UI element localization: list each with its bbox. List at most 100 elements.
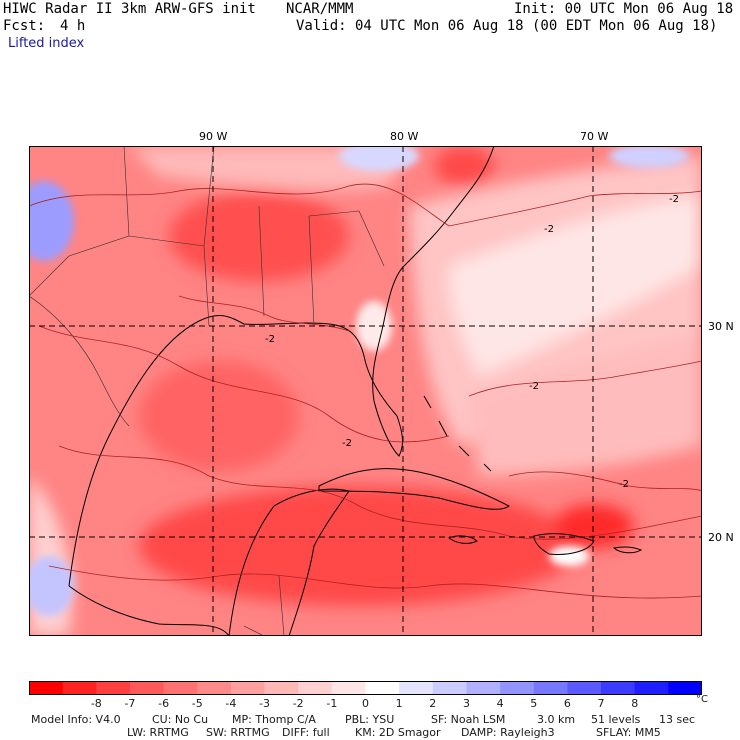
contour-label: -2 [529, 381, 539, 392]
colorbar-tick-label: -8 [90, 697, 102, 710]
colorbar-tick-label: -2 [292, 697, 304, 710]
contour-5 [468, 360, 702, 397]
contour-4 [448, 190, 702, 227]
map-frame [29, 146, 702, 636]
colorbar-tick-label: -4 [225, 697, 237, 710]
info-km: KM: 2D Smagor [355, 726, 441, 739]
colorbar-swatch [29, 681, 64, 695]
colorbar-swatch [533, 681, 568, 695]
colorbar-tick-label: -5 [191, 697, 203, 710]
border-central-america [243, 575, 285, 636]
coastline-jamaica [447, 535, 478, 544]
lat-label-20n: 20 N [708, 531, 734, 544]
colorbar-swatch [500, 681, 535, 695]
colorbar-tick-label: -6 [158, 697, 170, 710]
info-mp: MP: Thomp C/A [232, 713, 316, 726]
border-mexico-us [29, 295, 130, 427]
info-diff: DIFF: full [282, 726, 330, 739]
info-model: Model Info: V4.0 [31, 713, 121, 726]
valid-time: Valid: 04 UTC Mon 06 Aug 18 (00 EDT Mon … [296, 18, 718, 34]
colorbar-swatch [432, 681, 467, 695]
colorbar-tick-label: 4 [496, 697, 504, 710]
coastline-gulf [68, 146, 495, 587]
colorbar-unit: °C [696, 694, 708, 705]
lon-label-80w: 80 W [390, 130, 419, 143]
colorbar-tick-label: -1 [326, 697, 338, 710]
colorbar-tick-label: -3 [259, 697, 271, 710]
colorbar-swatch [601, 681, 636, 695]
colorbar-tick-label: 6 [563, 697, 571, 710]
info-timestep: 13 sec [659, 713, 696, 726]
colorbar-swatch [567, 681, 602, 695]
info-lw: LW: RRTMG [127, 726, 189, 739]
info-levels: 51 levels [591, 713, 641, 726]
forecast-hour: 4 h [60, 18, 86, 34]
colorbar-swatch [466, 681, 501, 695]
forecast-label: Fcst: [3, 18, 46, 34]
field-stable-nw [29, 181, 74, 261]
colorbar-tick-label: 7 [597, 697, 605, 710]
colorbar-swatch [197, 681, 232, 695]
contour-label: -2 [265, 334, 275, 345]
lat-label-30n: 30 N [708, 320, 734, 333]
field-stable-ne [609, 146, 689, 168]
lifted-index-map: -2 -2 -2 -2 -2 -2 [29, 146, 702, 636]
field-strong-gulf [139, 361, 299, 471]
colorbar-tick-label: 0 [362, 697, 369, 710]
contour-6 [48, 565, 702, 599]
info-sf: SF: Noah LSM [431, 713, 506, 726]
coastline-hispaniola [533, 533, 595, 555]
border-states [29, 146, 385, 327]
contour-label: -2 [342, 438, 352, 449]
coastline-puerto-rico [612, 546, 643, 554]
colorbar-swatch [62, 681, 97, 695]
init-time: Init: 00 UTC Mon 06 Aug 18 [514, 1, 734, 17]
contour-label: -2 [544, 224, 554, 235]
info-pbl: PBL: YSU [345, 713, 395, 726]
contour-1 [29, 183, 450, 227]
field-strong-south-us [169, 191, 349, 281]
org-label: NCAR/MMM [286, 1, 354, 17]
colorbar-swatch [668, 681, 702, 695]
colorbar-swatch [634, 681, 669, 695]
field-strong-caribbean [139, 486, 579, 606]
lon-label-90w: 90 W [199, 130, 228, 143]
colorbar-swatch [298, 681, 333, 695]
info-sflay: SFLAY: MM5 [596, 726, 661, 739]
contour-label: -2 [669, 194, 679, 205]
info-cu: CU: No Cu [152, 713, 209, 726]
coastline-cuba [318, 468, 510, 510]
colorbar-swatch [365, 681, 400, 695]
colorbar-swatch [399, 681, 434, 695]
contour-8 [508, 471, 702, 492]
field-neutral-hispaniola [549, 546, 589, 566]
field-stable-sw [29, 556, 74, 616]
contour-2 [38, 325, 450, 443]
colorbar-tick-label: 3 [462, 697, 470, 710]
colorbar-tick-label: 5 [530, 697, 538, 710]
colorbar-swatch [129, 681, 165, 695]
colorbar-tick-label: -7 [124, 697, 136, 710]
contour-3 [58, 445, 702, 540]
colorbar-swatch [163, 681, 198, 695]
product-title: HIWC Radar II 3km ARW-GFS init [3, 1, 256, 17]
colorbar-swatch [230, 681, 266, 695]
field-name: Lifted index [8, 36, 85, 51]
colorbar-swatch [96, 681, 131, 695]
colorbar-swatch [264, 681, 299, 695]
colorbar-tick-label: 2 [429, 697, 437, 710]
info-damp: DAMP: Rayleigh3 [461, 726, 555, 739]
lon-label-70w: 70 W [580, 130, 609, 143]
colorbar-tick-label: 1 [395, 697, 403, 710]
colorbar-swatch [331, 681, 366, 695]
coastline-bahamas [423, 395, 492, 472]
field-neutral-atlantic [449, 196, 702, 376]
contour-7 [178, 295, 350, 332]
field-weak-atlantic-2 [469, 336, 702, 476]
colorbar-tick-label: 8 [631, 697, 639, 710]
contour-label: -2 [619, 479, 629, 490]
info-resolution: 3.0 km [537, 713, 576, 726]
field-weak-north [129, 146, 409, 191]
field-strong-northeast [434, 146, 494, 186]
field-stable-n [339, 146, 419, 171]
